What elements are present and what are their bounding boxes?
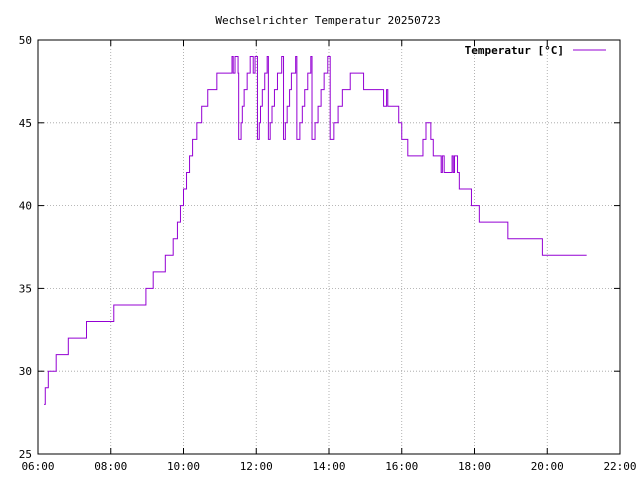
y-tick-label: 30 (19, 365, 32, 378)
y-tick-label: 40 (19, 200, 32, 213)
x-tick-label: 08:00 (94, 460, 127, 473)
y-tick-label: 50 (19, 34, 32, 47)
x-tick-label: 06:00 (21, 460, 54, 473)
grid-lines (38, 40, 620, 454)
y-tick-label: 35 (19, 282, 32, 295)
series-line-temperatur (44, 56, 587, 405)
y-tick-label: 45 (19, 117, 32, 130)
x-axis-tick-labels: 06:00 08:00 10:00 12:00 14:00 16:00 18:00 20:00… (21, 460, 636, 473)
legend-label: Temperatur [°C] (465, 44, 564, 57)
chart-title: Wechselrichter Temperatur 20250723 (215, 14, 440, 27)
x-tick-label: 18:00 (458, 460, 491, 473)
plot-border (37, 39, 621, 455)
x-tick-label: 22:00 (603, 460, 636, 473)
y-tick-label: 25 (19, 448, 32, 461)
x-tick-label: 10:00 (167, 460, 200, 473)
y-axis-tick-labels: 25 30 35 40 45 50 (19, 34, 32, 461)
x-tick-label: 16:00 (385, 460, 418, 473)
x-tick-label: 14:00 (312, 460, 345, 473)
legend: Temperatur [°C] (465, 44, 606, 57)
series-lines (44, 56, 587, 405)
x-tick-label: 12:00 (240, 460, 273, 473)
x-tick-label: 20:00 (531, 460, 564, 473)
